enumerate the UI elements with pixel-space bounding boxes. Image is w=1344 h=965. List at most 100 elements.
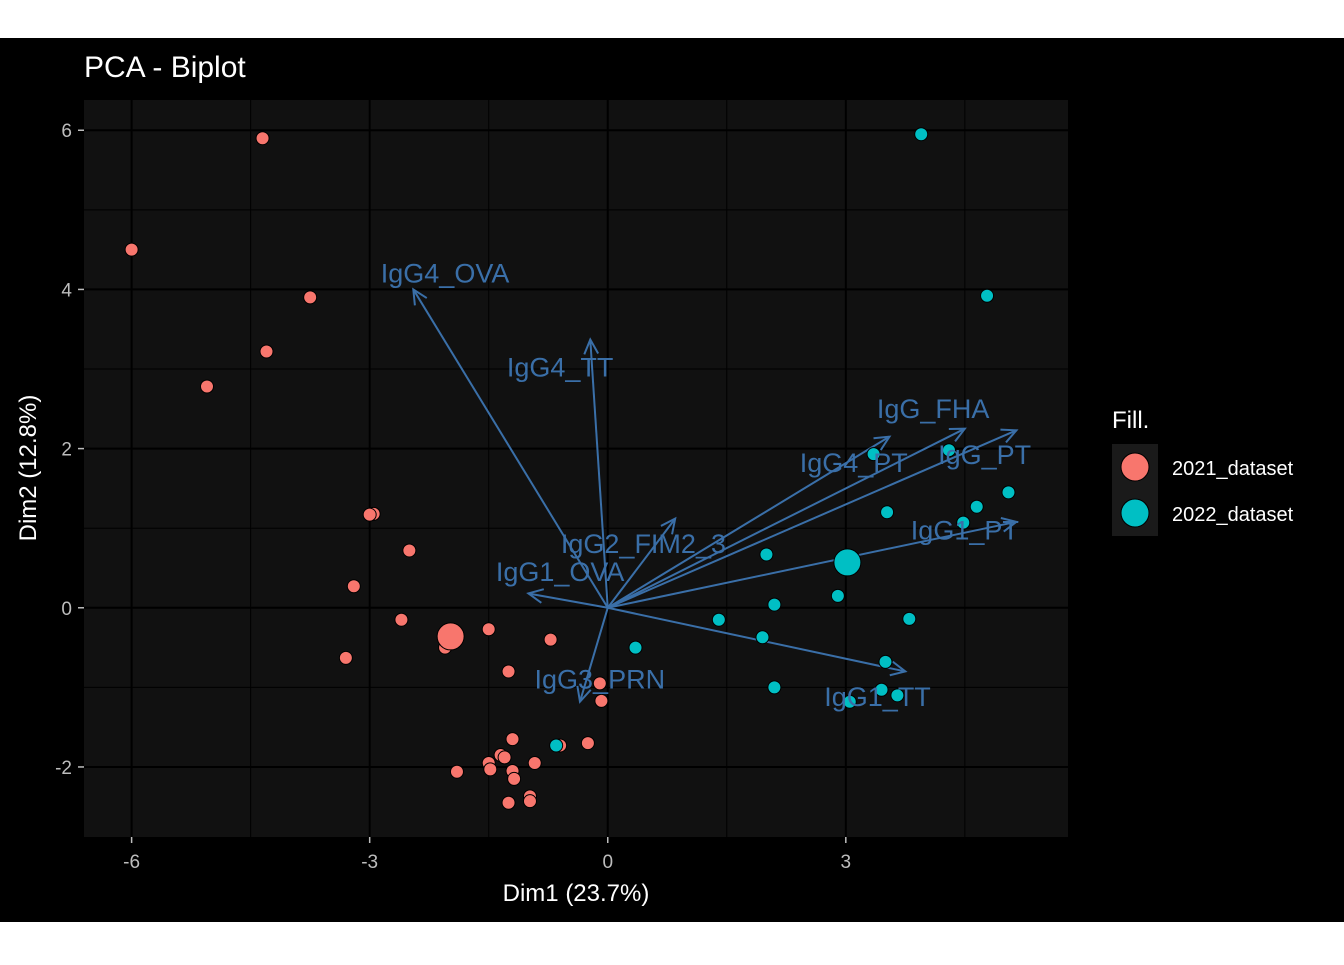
- loading-arrow-head: [889, 660, 908, 677]
- data-point-2021: [338, 650, 353, 665]
- data-point-2022: [830, 588, 845, 603]
- loading-arrow: [606, 518, 676, 609]
- data-point-2022: [914, 127, 929, 142]
- data-point-2021: [303, 290, 318, 305]
- loading-label: IgG4_OVA: [381, 259, 510, 289]
- loading-arrow-head: [526, 588, 545, 604]
- loading-arrow: [589, 339, 609, 608]
- loading-label: IgG4_TT: [507, 352, 614, 382]
- loading-labels: IgG4_OVA IgG4_TT IgG_FHA IgG_PT IgG4_PT IgG1_…: [381, 259, 1031, 712]
- x-tick-label: -6: [123, 852, 140, 873]
- loading-label: IgG4_PT: [800, 448, 908, 478]
- loading-arrow-head: [576, 685, 592, 704]
- loading-arrow-head: [660, 516, 677, 535]
- data-point-2022: [969, 499, 984, 514]
- x-axis-label: Dim1 (23.7%): [503, 880, 650, 907]
- loading-arrow: [607, 520, 1017, 609]
- loading-label: IgG2_FIM2_3: [561, 529, 726, 559]
- data-point-2022: [549, 738, 564, 753]
- data-point-2021: [501, 795, 516, 810]
- chart-title: PCA - Biplot: [84, 51, 246, 84]
- data-point-2022: [755, 630, 770, 645]
- loading-arrow: [607, 429, 1017, 609]
- plot-panel: [84, 100, 1068, 837]
- y-tick-label: 0: [61, 599, 72, 620]
- x-tick-label: 3: [841, 852, 852, 873]
- data-point-2021: [501, 664, 516, 679]
- data-point-2021: [592, 676, 607, 691]
- loading-arrow-head: [583, 337, 600, 355]
- loading-arrow: [607, 427, 966, 609]
- data-point-2022: [956, 515, 971, 530]
- data-point-2021: [507, 771, 522, 786]
- loading-arrow-head: [873, 435, 892, 451]
- legend-label-2022: 2022_dataset: [1172, 504, 1294, 526]
- loading-arrow: [412, 288, 609, 609]
- data-point-2021: [594, 693, 609, 708]
- legend-label-2021: 2021_dataset: [1172, 458, 1294, 480]
- y-tick-label: 6: [61, 121, 72, 142]
- loading-arrow: [607, 435, 890, 609]
- y-tick-label: -2: [55, 758, 72, 779]
- legend-key-2021: [1120, 452, 1150, 482]
- data-point-2021: [505, 732, 520, 747]
- centroid-point-2022: [833, 548, 862, 577]
- y-tick-label: 4: [61, 280, 72, 301]
- loading-arrow: [579, 607, 609, 702]
- data-point-2022: [980, 288, 995, 303]
- loading-label: IgG1_PT: [911, 516, 1019, 546]
- data-point-2021: [449, 764, 464, 779]
- data-point-2022: [878, 654, 893, 669]
- legend-key-2022: [1120, 498, 1150, 528]
- data-point-2022: [628, 640, 643, 655]
- grid-lines: [84, 100, 1068, 837]
- loading-label: IgG_FHA: [877, 394, 990, 424]
- score-points: [124, 127, 1016, 810]
- data-point-2022: [902, 611, 917, 626]
- loading-arrow-head: [948, 427, 967, 442]
- axes: -6 -3 0 3 -2 0 2 4 6: [55, 121, 851, 873]
- loading-arrow-head: [412, 287, 428, 306]
- data-point-2021: [124, 242, 139, 257]
- y-tick-label: 2: [61, 440, 72, 461]
- centroid-point-2021: [436, 622, 465, 651]
- data-point-2022: [1001, 485, 1016, 500]
- data-point-2021: [200, 379, 214, 394]
- data-point-2021: [346, 579, 361, 594]
- data-point-2021: [522, 794, 537, 809]
- data-point-2022: [842, 694, 857, 709]
- x-tick-label: -3: [361, 852, 378, 873]
- loading-label: IgG_PT: [938, 440, 1031, 470]
- loading-label: IgG3_PRN: [535, 664, 666, 694]
- data-point-2022: [941, 443, 956, 458]
- loading-arrow-head: [1000, 428, 1019, 444]
- data-point-2021: [402, 543, 417, 558]
- data-point-2022: [767, 680, 782, 695]
- loading-label: IgG1_TT: [824, 682, 931, 712]
- data-point-2022: [880, 505, 895, 520]
- legend: Fill. 2021_dataset 2022_dataset: [1112, 407, 1294, 536]
- data-point-2021: [483, 762, 498, 777]
- data-point-2021: [362, 507, 377, 522]
- data-point-2021: [580, 736, 595, 751]
- data-point-2022: [759, 547, 774, 562]
- loading-label: IgG1_OVA: [496, 557, 625, 587]
- data-point-2021: [255, 131, 270, 146]
- data-point-2021: [527, 755, 542, 770]
- data-point-2022: [874, 682, 889, 697]
- legend-title: Fill.: [1112, 407, 1149, 434]
- loading-arrow-head: [1000, 517, 1019, 533]
- x-tick-label: 0: [602, 852, 613, 873]
- data-point-2021: [259, 344, 274, 359]
- data-point-2021: [497, 750, 512, 765]
- data-point-2021: [481, 622, 496, 637]
- data-point-2022: [890, 688, 905, 703]
- loading-arrow: [528, 592, 608, 609]
- y-axis-label: Dim2 (12.8%): [15, 395, 42, 542]
- data-point-2021: [543, 632, 558, 647]
- loading-arrows: [412, 287, 1019, 704]
- data-point-2022: [866, 447, 881, 462]
- data-point-2022: [711, 612, 726, 627]
